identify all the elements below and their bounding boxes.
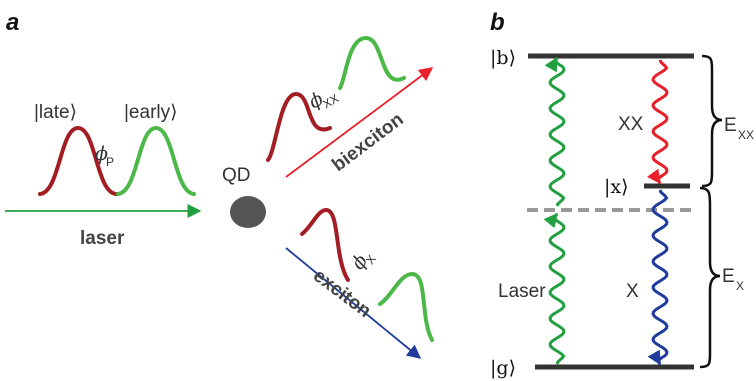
phase-x: ϕ X: [347, 250, 379, 273]
laser-photon-lower: [543, 212, 566, 365]
biexciton-label: biexciton: [328, 109, 407, 176]
quantum-dot: [230, 196, 266, 228]
laser-transition-label: Laser: [498, 281, 546, 302]
panel-a-letter: a: [6, 9, 19, 36]
e-xx-label: E: [724, 115, 737, 136]
brace-ex: [699, 186, 721, 369]
xx-transition-label: XX: [618, 114, 644, 135]
biexciton-early-pulse: [338, 35, 406, 90]
e-xx-subscript: XX: [738, 128, 754, 142]
laser-photon-upper: [544, 56, 566, 207]
phase-p-symbol: ϕ: [95, 143, 108, 165]
state-g-label: |g⟩: [490, 357, 516, 379]
xx-photon: [646, 59, 669, 185]
x-photon: [647, 189, 669, 366]
phase-p-subscript: P: [106, 155, 114, 169]
state-b-label: |b⟩: [490, 47, 516, 69]
exciton-arrow: [285, 247, 422, 359]
phase-xx-subscript: XX: [320, 91, 341, 111]
exciton-late-pulse: [300, 207, 350, 282]
e-x-label: E: [722, 266, 735, 287]
x-transition-label: X: [626, 281, 639, 302]
biexciton-arrow: [285, 67, 434, 178]
laser-label: laser: [80, 228, 125, 249]
biexciton-late-pulse: [266, 91, 332, 162]
late-pulse: [38, 125, 118, 196]
brace-exx: [701, 54, 723, 188]
panel-a: a |late⟩ |early⟩ ϕ P laser QD ϕ XX biexc…: [5, 9, 434, 359]
state-x-label: |x⟩: [604, 176, 629, 198]
panel-b: b |b⟩ |x⟩ |g⟩ Laser XX X E XX E X: [490, 9, 754, 379]
early-state-label: |early⟩: [124, 102, 178, 123]
late-state-label: |late⟩: [34, 102, 77, 123]
early-pulse: [116, 125, 196, 196]
exciton-label: exciton: [309, 265, 375, 322]
exciton-early-pulse: [378, 271, 434, 342]
panel-b-letter: b: [490, 9, 505, 36]
qd-label: QD: [222, 165, 251, 186]
e-x-subscript: X: [736, 279, 744, 293]
